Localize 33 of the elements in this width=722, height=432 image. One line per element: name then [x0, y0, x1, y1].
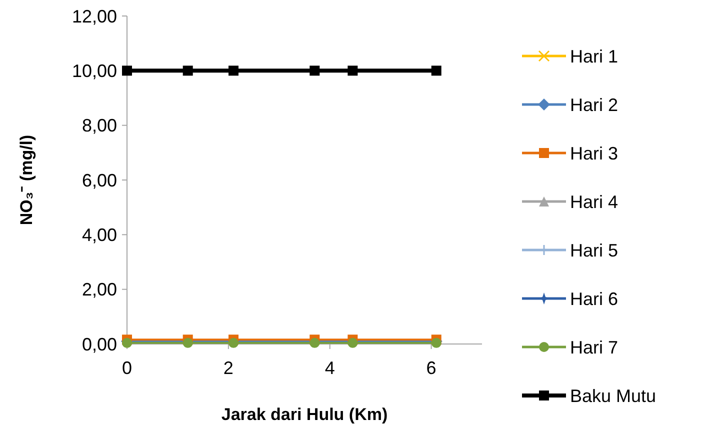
point	[431, 66, 442, 76]
point	[122, 338, 132, 348]
point	[310, 338, 320, 348]
y-tick-label: 8,00	[82, 116, 117, 136]
x-tick-label: 2	[223, 358, 234, 378]
point	[348, 66, 358, 76]
y-tick-label: 6,00	[82, 170, 117, 190]
y-tick-label: 0,00	[82, 334, 117, 354]
legend-label: Hari 5	[570, 240, 618, 260]
y-axis-title: NO₃⁻ (mg/l)	[17, 134, 36, 226]
x-tick-label: 0	[122, 358, 132, 378]
x-tick-label: 4	[324, 358, 335, 378]
point	[228, 66, 238, 76]
legend-label: Hari 4	[570, 192, 618, 212]
point	[348, 338, 358, 348]
legend-label: Baku Mutu	[570, 386, 656, 406]
point	[310, 66, 320, 76]
point	[228, 338, 238, 348]
point	[431, 338, 442, 348]
point	[182, 66, 193, 76]
legend-label: Hari 7	[570, 337, 618, 358]
legend-label: Hari 2	[570, 94, 618, 115]
y-tick-label: 2,00	[82, 280, 117, 300]
point	[122, 66, 132, 76]
legend-label: Hari 3	[570, 143, 618, 164]
y-tick-label: 4,00	[82, 224, 117, 245]
point	[182, 338, 193, 348]
legend-label: Hari 1	[570, 46, 618, 66]
y-tick-label: 10,00	[72, 60, 117, 81]
legend-label: Hari 6	[570, 288, 618, 309]
x-tick-label: 6	[426, 358, 436, 378]
y-tick-label: 12,00	[72, 6, 117, 26]
x-axis-title: Jarak dari Hulu (Km)	[221, 405, 388, 424]
